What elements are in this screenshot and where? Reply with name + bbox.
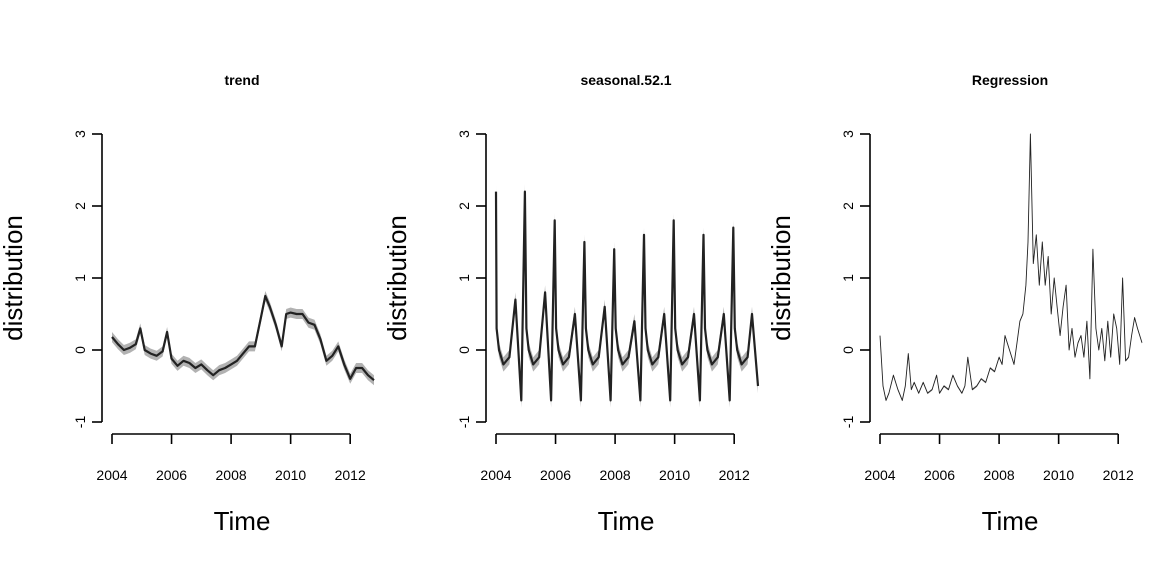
axes: -1 0 1 2 3 2004 2006 2008 2010 2012: [72, 130, 366, 483]
y-tick-label: 3: [840, 130, 856, 138]
panel-title: trend: [225, 72, 260, 88]
y-tick-label: -1: [456, 416, 472, 429]
panel-trend: trend Time distribution -1 0 1 2 3 2004 2006 20…: [0, 72, 375, 536]
y-tick-label: 3: [72, 130, 88, 138]
plot-area: [879, 132, 1143, 402]
series-line: [879, 133, 1143, 401]
y-tick-label: 3: [456, 130, 472, 138]
y-tick-label: 2: [72, 202, 88, 210]
axes: -1 0 1 2 3 2004 2006 2008 2010 2012: [840, 130, 1134, 483]
y-tick-label: 0: [72, 346, 88, 354]
x-tick-label: 2010: [1043, 467, 1074, 483]
y-tick-label: 2: [456, 202, 472, 210]
series-band: [496, 184, 758, 408]
x-tick-label: 2004: [96, 467, 127, 483]
panel-title: Regression: [972, 72, 1048, 88]
x-tick-label: 2004: [864, 467, 895, 483]
panel-regression: Regression Time distribution -1 0 1 2 3 2004 2…: [766, 72, 1143, 536]
y-tick-label: 2: [840, 202, 856, 210]
x-tick-label: 2010: [659, 467, 690, 483]
y-tick-label: 0: [840, 346, 856, 354]
y-tick-label: 1: [72, 274, 88, 282]
plot-area: [111, 291, 375, 386]
series-line: [494, 190, 760, 402]
x-tick-label: 2008: [600, 467, 631, 483]
y-tick-label: 1: [840, 274, 856, 282]
x-tick-label: 2008: [984, 467, 1015, 483]
y-axis-title: distribution: [766, 215, 796, 341]
x-tick-label: 2006: [156, 467, 187, 483]
series-band: [880, 132, 1142, 402]
y-tick-label: 1: [456, 274, 472, 282]
x-tick-label: 2004: [480, 467, 511, 483]
y-tick-label: 0: [456, 346, 472, 354]
series-line: [111, 294, 375, 382]
plot-area: [494, 184, 760, 408]
x-axis-title: Time: [982, 506, 1039, 536]
x-tick-label: 2006: [924, 467, 955, 483]
x-tick-label: 2012: [1103, 467, 1134, 483]
x-axis-title: Time: [214, 506, 271, 536]
panel-title: seasonal.52.1: [580, 72, 671, 88]
y-tick-label: -1: [840, 416, 856, 429]
x-tick-label: 2006: [540, 467, 571, 483]
axes: -1 0 1 2 3 2004 2006 2008 2010 2012: [456, 130, 750, 483]
x-axis-title: Time: [598, 506, 655, 536]
y-axis-title: distribution: [382, 215, 412, 341]
x-tick-label: 2010: [275, 467, 306, 483]
y-axis-title: distribution: [0, 215, 28, 341]
x-tick-label: 2008: [216, 467, 247, 483]
y-tick-label: -1: [72, 416, 88, 429]
x-tick-label: 2012: [719, 467, 750, 483]
series-band: [112, 291, 374, 386]
panel-seasonal: seasonal.52.1 Time distribution -1 0 1 2 3 20…: [382, 72, 760, 536]
x-tick-label: 2012: [335, 467, 366, 483]
